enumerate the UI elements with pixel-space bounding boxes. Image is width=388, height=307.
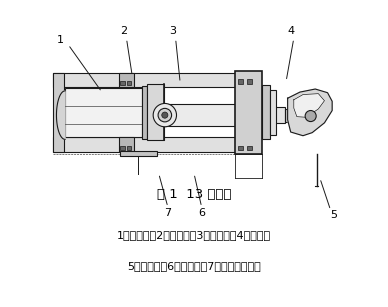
Bar: [119, 137, 133, 152]
Bar: [265, 107, 284, 123]
Text: 4: 4: [287, 26, 294, 36]
Bar: [120, 151, 157, 156]
Circle shape: [158, 108, 171, 122]
Bar: [270, 90, 275, 135]
Text: 5: 5: [330, 210, 337, 220]
Bar: [127, 146, 131, 150]
Bar: [53, 73, 64, 152]
Text: 1: 1: [57, 35, 64, 45]
Bar: [262, 85, 270, 139]
Bar: [247, 79, 252, 84]
Bar: [163, 104, 243, 126]
Bar: [127, 81, 131, 85]
Circle shape: [153, 103, 177, 127]
Bar: [247, 146, 252, 150]
Bar: [53, 137, 237, 152]
Circle shape: [305, 111, 316, 122]
Bar: [142, 86, 147, 139]
Text: 3: 3: [169, 26, 176, 36]
Bar: [147, 84, 164, 140]
Bar: [238, 146, 243, 150]
Text: 5一钩舌销；6一前从板；7一钩尾框托板。: 5一钩舌销；6一前从板；7一钩尾框托板。: [127, 261, 261, 270]
Text: 1一钩尾框；2一缓冲器；3一钩尾销；4一钩舌；: 1一钩尾框；2一缓冲器；3一钩尾销；4一钩舌；: [117, 230, 271, 240]
Bar: [119, 73, 133, 87]
Bar: [236, 71, 262, 154]
Text: 7: 7: [165, 208, 171, 218]
Bar: [120, 81, 125, 85]
Polygon shape: [288, 89, 332, 136]
Text: 2: 2: [120, 26, 127, 36]
Polygon shape: [57, 91, 65, 139]
Bar: [284, 109, 288, 122]
Text: 图 1  13 号车钩: 图 1 13 号车钩: [157, 188, 231, 201]
Bar: [53, 73, 237, 87]
Bar: [120, 146, 125, 150]
Polygon shape: [294, 94, 324, 117]
Bar: [65, 88, 142, 137]
Bar: [238, 79, 243, 84]
Text: 6: 6: [198, 208, 205, 218]
Circle shape: [162, 112, 168, 118]
